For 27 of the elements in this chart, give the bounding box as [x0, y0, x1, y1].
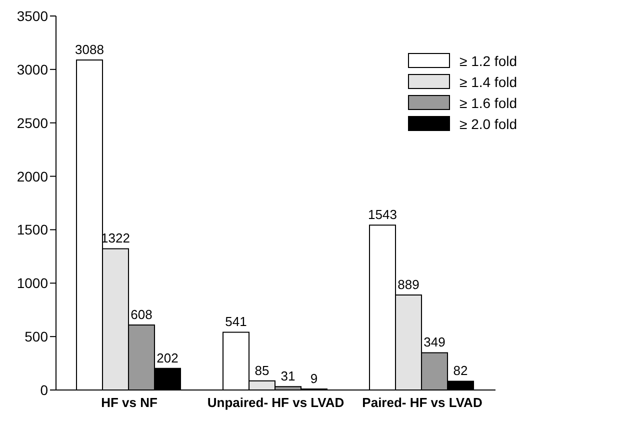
- y-tick-label: 3500: [16, 8, 48, 24]
- data-label: 31: [280, 368, 296, 384]
- data-label: 202: [156, 350, 178, 366]
- y-tick-label: 3000: [16, 61, 48, 78]
- data-label: 541: [225, 314, 247, 330]
- legend-label: ≥ 1.6 fold: [460, 94, 517, 110]
- legend-label: ≥ 1.4 fold: [460, 74, 517, 90]
- data-label: 9: [310, 371, 318, 386]
- y-tick-label: 2500: [16, 114, 48, 131]
- y-tick-label: 1500: [16, 222, 48, 238]
- y-tick-label: 0: [40, 382, 48, 398]
- data-label: 889: [398, 277, 420, 292]
- data-label: 82: [453, 363, 468, 378]
- data-label: 3088: [75, 42, 104, 58]
- data-label: 1543: [368, 207, 397, 222]
- y-tick-label: 2000: [16, 168, 48, 184]
- data-label: 1322: [101, 230, 130, 246]
- data-label: 608: [130, 307, 152, 322]
- y-tick-label: 1000: [16, 275, 48, 292]
- x-tick-label: HF vs NF: [101, 395, 158, 410]
- y-tick-label: 500: [24, 328, 48, 345]
- x-tick-label: Unpaired- HF vs LVAD: [207, 395, 344, 410]
- legend-label: ≥ 2.0 fold: [460, 116, 517, 132]
- data-label: 85: [254, 362, 270, 378]
- x-tick-label: Paired- HF vs LVAD: [362, 395, 482, 410]
- legend-label: ≥ 1.2 fold: [460, 52, 517, 68]
- data-label: 349: [424, 334, 446, 350]
